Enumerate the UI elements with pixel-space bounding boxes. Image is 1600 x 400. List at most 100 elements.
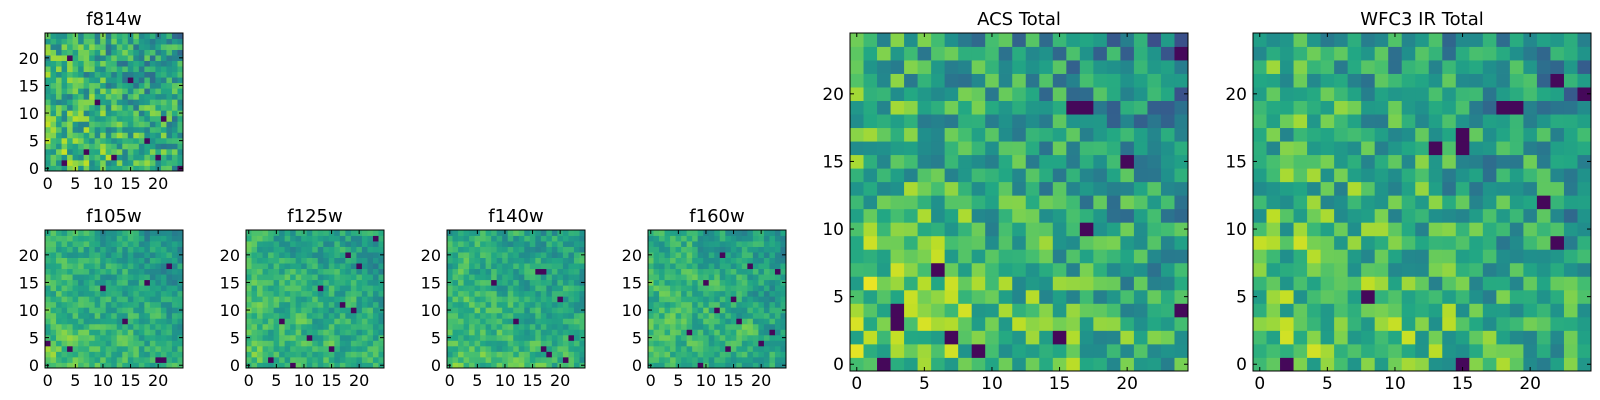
heatmap-cell: [1147, 195, 1162, 210]
heatmap-cell: [958, 249, 973, 264]
heatmap-cell: [890, 73, 905, 88]
heatmap-cell: [1025, 276, 1040, 291]
heatmap-cell: [138, 252, 145, 258]
heatmap-cell: [719, 345, 726, 352]
heatmap-cell: [1442, 87, 1457, 101]
heatmap-cell: [529, 279, 536, 286]
heatmap-cell: [664, 235, 671, 242]
heatmap-cell: [160, 246, 167, 253]
heatmap-cell: [562, 285, 569, 292]
heatmap-cell: [111, 154, 118, 161]
heatmap-cell: [890, 60, 905, 74]
heatmap-cell: [648, 290, 654, 297]
heatmap-cell: [998, 222, 1013, 237]
heatmap-cell: [105, 290, 112, 297]
heatmap-cell: [736, 312, 743, 319]
heatmap-cell: [361, 241, 368, 247]
heatmap-cell: [697, 279, 704, 286]
heatmap-cell: [67, 165, 73, 172]
heatmap-cell: [1066, 33, 1081, 47]
heatmap-cell: [111, 334, 118, 341]
heatmap-cell: [1147, 289, 1162, 304]
heatmap-cell: [708, 285, 715, 292]
heatmap-cell: [1133, 100, 1148, 115]
heatmap-cell: [94, 257, 101, 264]
heatmap-cell: [67, 33, 73, 39]
heatmap-cell: [653, 318, 660, 325]
heatmap-cell: [251, 257, 258, 264]
heatmap-cell: [127, 285, 134, 292]
heatmap-cell: [502, 241, 509, 247]
heatmap-cell: [741, 362, 748, 369]
heatmap-cell: [177, 312, 184, 319]
heatmap-cell: [312, 235, 319, 242]
heatmap-cell: [452, 230, 459, 236]
heatmap-cell: [496, 296, 503, 303]
heatmap-cell: [1455, 87, 1470, 101]
heatmap-cell: [89, 296, 96, 303]
heatmap-cell: [56, 99, 62, 106]
heatmap-cell: [452, 279, 459, 286]
heatmap-cell: [290, 279, 297, 286]
heatmap-cell: [562, 301, 569, 308]
heatmap-cell: [50, 334, 57, 341]
heatmap-cell: [458, 334, 464, 341]
x-tick-label: 20: [349, 371, 369, 390]
heatmap-cell: [1361, 276, 1376, 291]
heatmap-cell: [350, 241, 357, 247]
heatmap-cell: [94, 38, 101, 45]
heatmap-cell: [452, 285, 459, 292]
heatmap-cell: [474, 329, 481, 336]
heatmap-cell: [83, 230, 90, 236]
heatmap-cell: [105, 77, 112, 84]
heatmap-cell: [361, 351, 368, 358]
heatmap-cell: [160, 362, 167, 369]
heatmap-cell: [1012, 208, 1027, 223]
heatmap-cell: [480, 246, 487, 253]
heatmap-cell: [334, 246, 341, 253]
heatmap-cell: [507, 296, 514, 303]
heatmap-cell: [149, 230, 156, 236]
heatmap-cell: [985, 168, 1000, 183]
heatmap-cell: [356, 263, 363, 270]
heatmap-cell: [1577, 33, 1592, 47]
heatmap-cell: [474, 263, 481, 270]
heatmap-cell: [714, 362, 721, 369]
heatmap-cell: [301, 290, 308, 297]
heatmap-cell: [681, 340, 688, 347]
heatmap-cell: [1388, 33, 1403, 47]
heatmap-cell: [334, 290, 341, 297]
heatmap-cell: [998, 235, 1013, 250]
heatmap-cell: [105, 132, 112, 139]
heatmap-cell: [111, 71, 118, 78]
heatmap-cell: [127, 318, 134, 325]
heatmap-cell: [890, 33, 905, 47]
heatmap-cell: [502, 279, 509, 286]
heatmap-cell: [144, 246, 151, 253]
heatmap-cell: [83, 82, 90, 89]
heatmap-cell: [719, 268, 726, 275]
heatmap-cell: [251, 323, 258, 330]
heatmap-cell: [1428, 208, 1443, 223]
heatmap-cell: [529, 268, 536, 275]
heatmap-cell: [262, 323, 269, 330]
heatmap-cell: [725, 235, 732, 242]
heatmap-cell: [61, 82, 68, 89]
heatmap-cell: [1428, 195, 1443, 210]
heatmap-cell: [345, 340, 352, 347]
heatmap-cell: [1361, 235, 1376, 250]
heatmap-cell: [474, 241, 481, 247]
heatmap-cell: [648, 329, 654, 336]
heatmap-cell: [917, 262, 932, 277]
heatmap-cell: [133, 99, 140, 106]
heatmap-cell: [480, 301, 487, 308]
heatmap-cell: [378, 351, 385, 358]
heatmap-cell: [904, 357, 918, 372]
heatmap-cell: [279, 323, 286, 330]
heatmap-cell: [747, 285, 754, 292]
heatmap-cell: [518, 241, 525, 247]
heatmap-cell: [670, 301, 676, 308]
heatmap-cell: [692, 334, 699, 341]
heatmap-cell: [83, 241, 90, 247]
x-tick-label: 20: [751, 371, 771, 390]
